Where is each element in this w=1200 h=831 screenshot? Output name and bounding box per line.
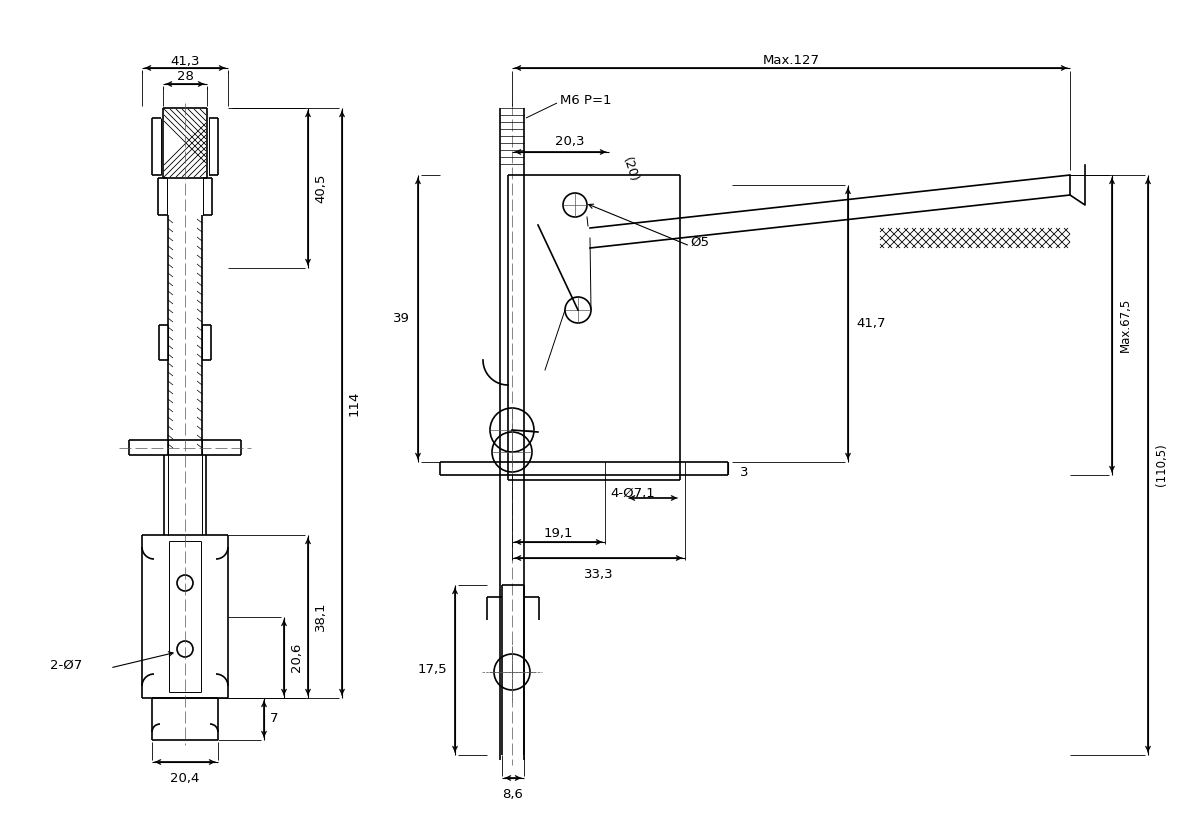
Text: 7: 7	[270, 712, 278, 725]
Text: 114: 114	[348, 391, 361, 416]
Text: 8,6: 8,6	[503, 788, 523, 801]
Text: 20,3: 20,3	[554, 135, 584, 149]
Text: 20,4: 20,4	[170, 772, 199, 785]
Text: Max.67,5: Max.67,5	[1120, 297, 1132, 352]
Text: 28: 28	[176, 71, 193, 83]
Text: (110,5): (110,5)	[1154, 444, 1168, 486]
Text: Ø5: Ø5	[690, 235, 709, 248]
Text: 41,3: 41,3	[170, 55, 199, 67]
Text: (20): (20)	[620, 155, 640, 184]
Text: 2-Ø7: 2-Ø7	[50, 658, 83, 671]
Text: 33,3: 33,3	[583, 568, 613, 581]
Text: 3: 3	[740, 465, 749, 479]
Text: 4-Ø7,1: 4-Ø7,1	[610, 486, 655, 499]
Text: 41,7: 41,7	[856, 317, 886, 330]
Text: Max.127: Max.127	[762, 53, 820, 66]
Text: 39: 39	[394, 312, 410, 325]
Text: 38,1: 38,1	[314, 602, 326, 632]
Text: 20,6: 20,6	[290, 643, 302, 672]
Text: 40,5: 40,5	[314, 174, 326, 203]
Text: M6 P=1: M6 P=1	[560, 94, 612, 106]
Text: 17,5: 17,5	[418, 663, 446, 676]
Text: 19,1: 19,1	[544, 528, 574, 540]
